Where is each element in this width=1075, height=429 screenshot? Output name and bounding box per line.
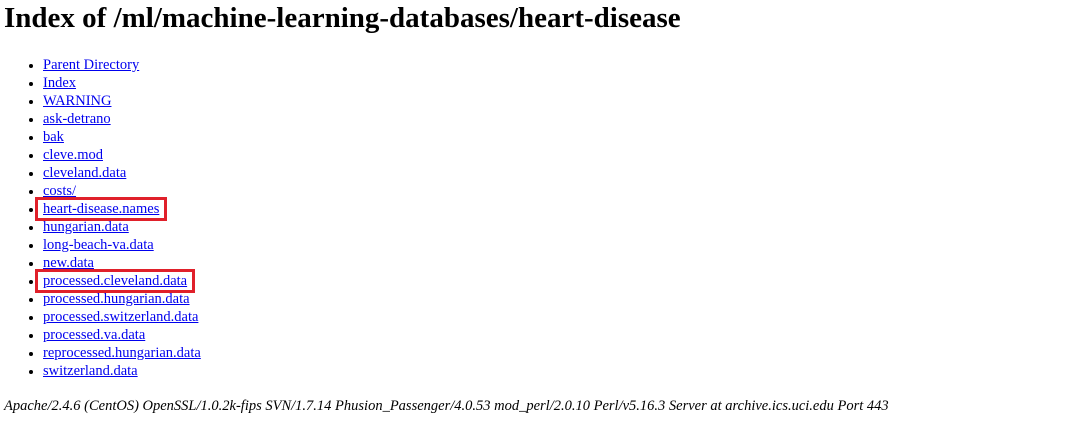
file-link-ask-detrano[interactable]: ask-detrano [43, 111, 111, 127]
file-link-hungarian-data[interactable]: hungarian.data [43, 219, 129, 235]
list-item: WARNING [43, 92, 201, 110]
list-item: processed.va.data [43, 326, 201, 344]
list-item-highlighted: heart-disease.names [34, 197, 201, 221]
file-link-heart-disease-names[interactable]: heart-disease.names [34, 197, 168, 221]
list-item: processed.hungarian.data [43, 290, 201, 308]
file-link-warning[interactable]: WARNING [43, 93, 112, 109]
list-item-highlighted: processed.cleveland.data [34, 269, 201, 293]
file-link-bak[interactable]: bak [43, 129, 64, 145]
file-link-processed-hungarian-data[interactable]: processed.hungarian.data [43, 291, 190, 307]
file-link-reprocessed-hungarian-data[interactable]: reprocessed.hungarian.data [43, 345, 201, 361]
list-item: bak [43, 128, 201, 146]
list-item: cleveland.data [43, 164, 201, 182]
file-link-processed-cleveland-data[interactable]: processed.cleveland.data [34, 269, 196, 293]
file-link-switzerland-data[interactable]: switzerland.data [43, 363, 138, 379]
list-item: reprocessed.hungarian.data [43, 344, 201, 362]
file-link-cleveland-data[interactable]: cleveland.data [43, 165, 127, 181]
file-link-processed-va-data[interactable]: processed.va.data [43, 327, 146, 343]
list-item: new.data [43, 254, 201, 272]
file-link-costs[interactable]: costs/ [43, 183, 77, 199]
list-item: switzerland.data [43, 362, 201, 380]
page-title: Index of /ml/machine-learning-databases/… [4, 2, 681, 34]
file-link-index[interactable]: Index [43, 75, 77, 91]
list-item: costs/ [43, 182, 201, 200]
file-link-cleve-mod[interactable]: cleve.mod [43, 147, 103, 163]
file-list: Parent Directory Index WARNING ask-detra… [0, 56, 201, 380]
list-item: long-beach-va.data [43, 236, 201, 254]
list-item: Parent Directory [43, 56, 201, 74]
list-item: hungarian.data [43, 218, 201, 236]
server-signature: Apache/2.4.6 (CentOS) OpenSSL/1.0.2k-fip… [4, 398, 889, 414]
list-item: ask-detrano [43, 110, 201, 128]
file-link-parent-directory[interactable]: Parent Directory [43, 57, 140, 73]
file-link-new-data[interactable]: new.data [43, 255, 94, 271]
list-item: processed.switzerland.data [43, 308, 201, 326]
list-item: cleve.mod [43, 146, 201, 164]
list-item: Index [43, 74, 201, 92]
file-link-processed-switzerland-data[interactable]: processed.switzerland.data [43, 309, 199, 325]
file-link-long-beach-va-data[interactable]: long-beach-va.data [43, 237, 154, 253]
